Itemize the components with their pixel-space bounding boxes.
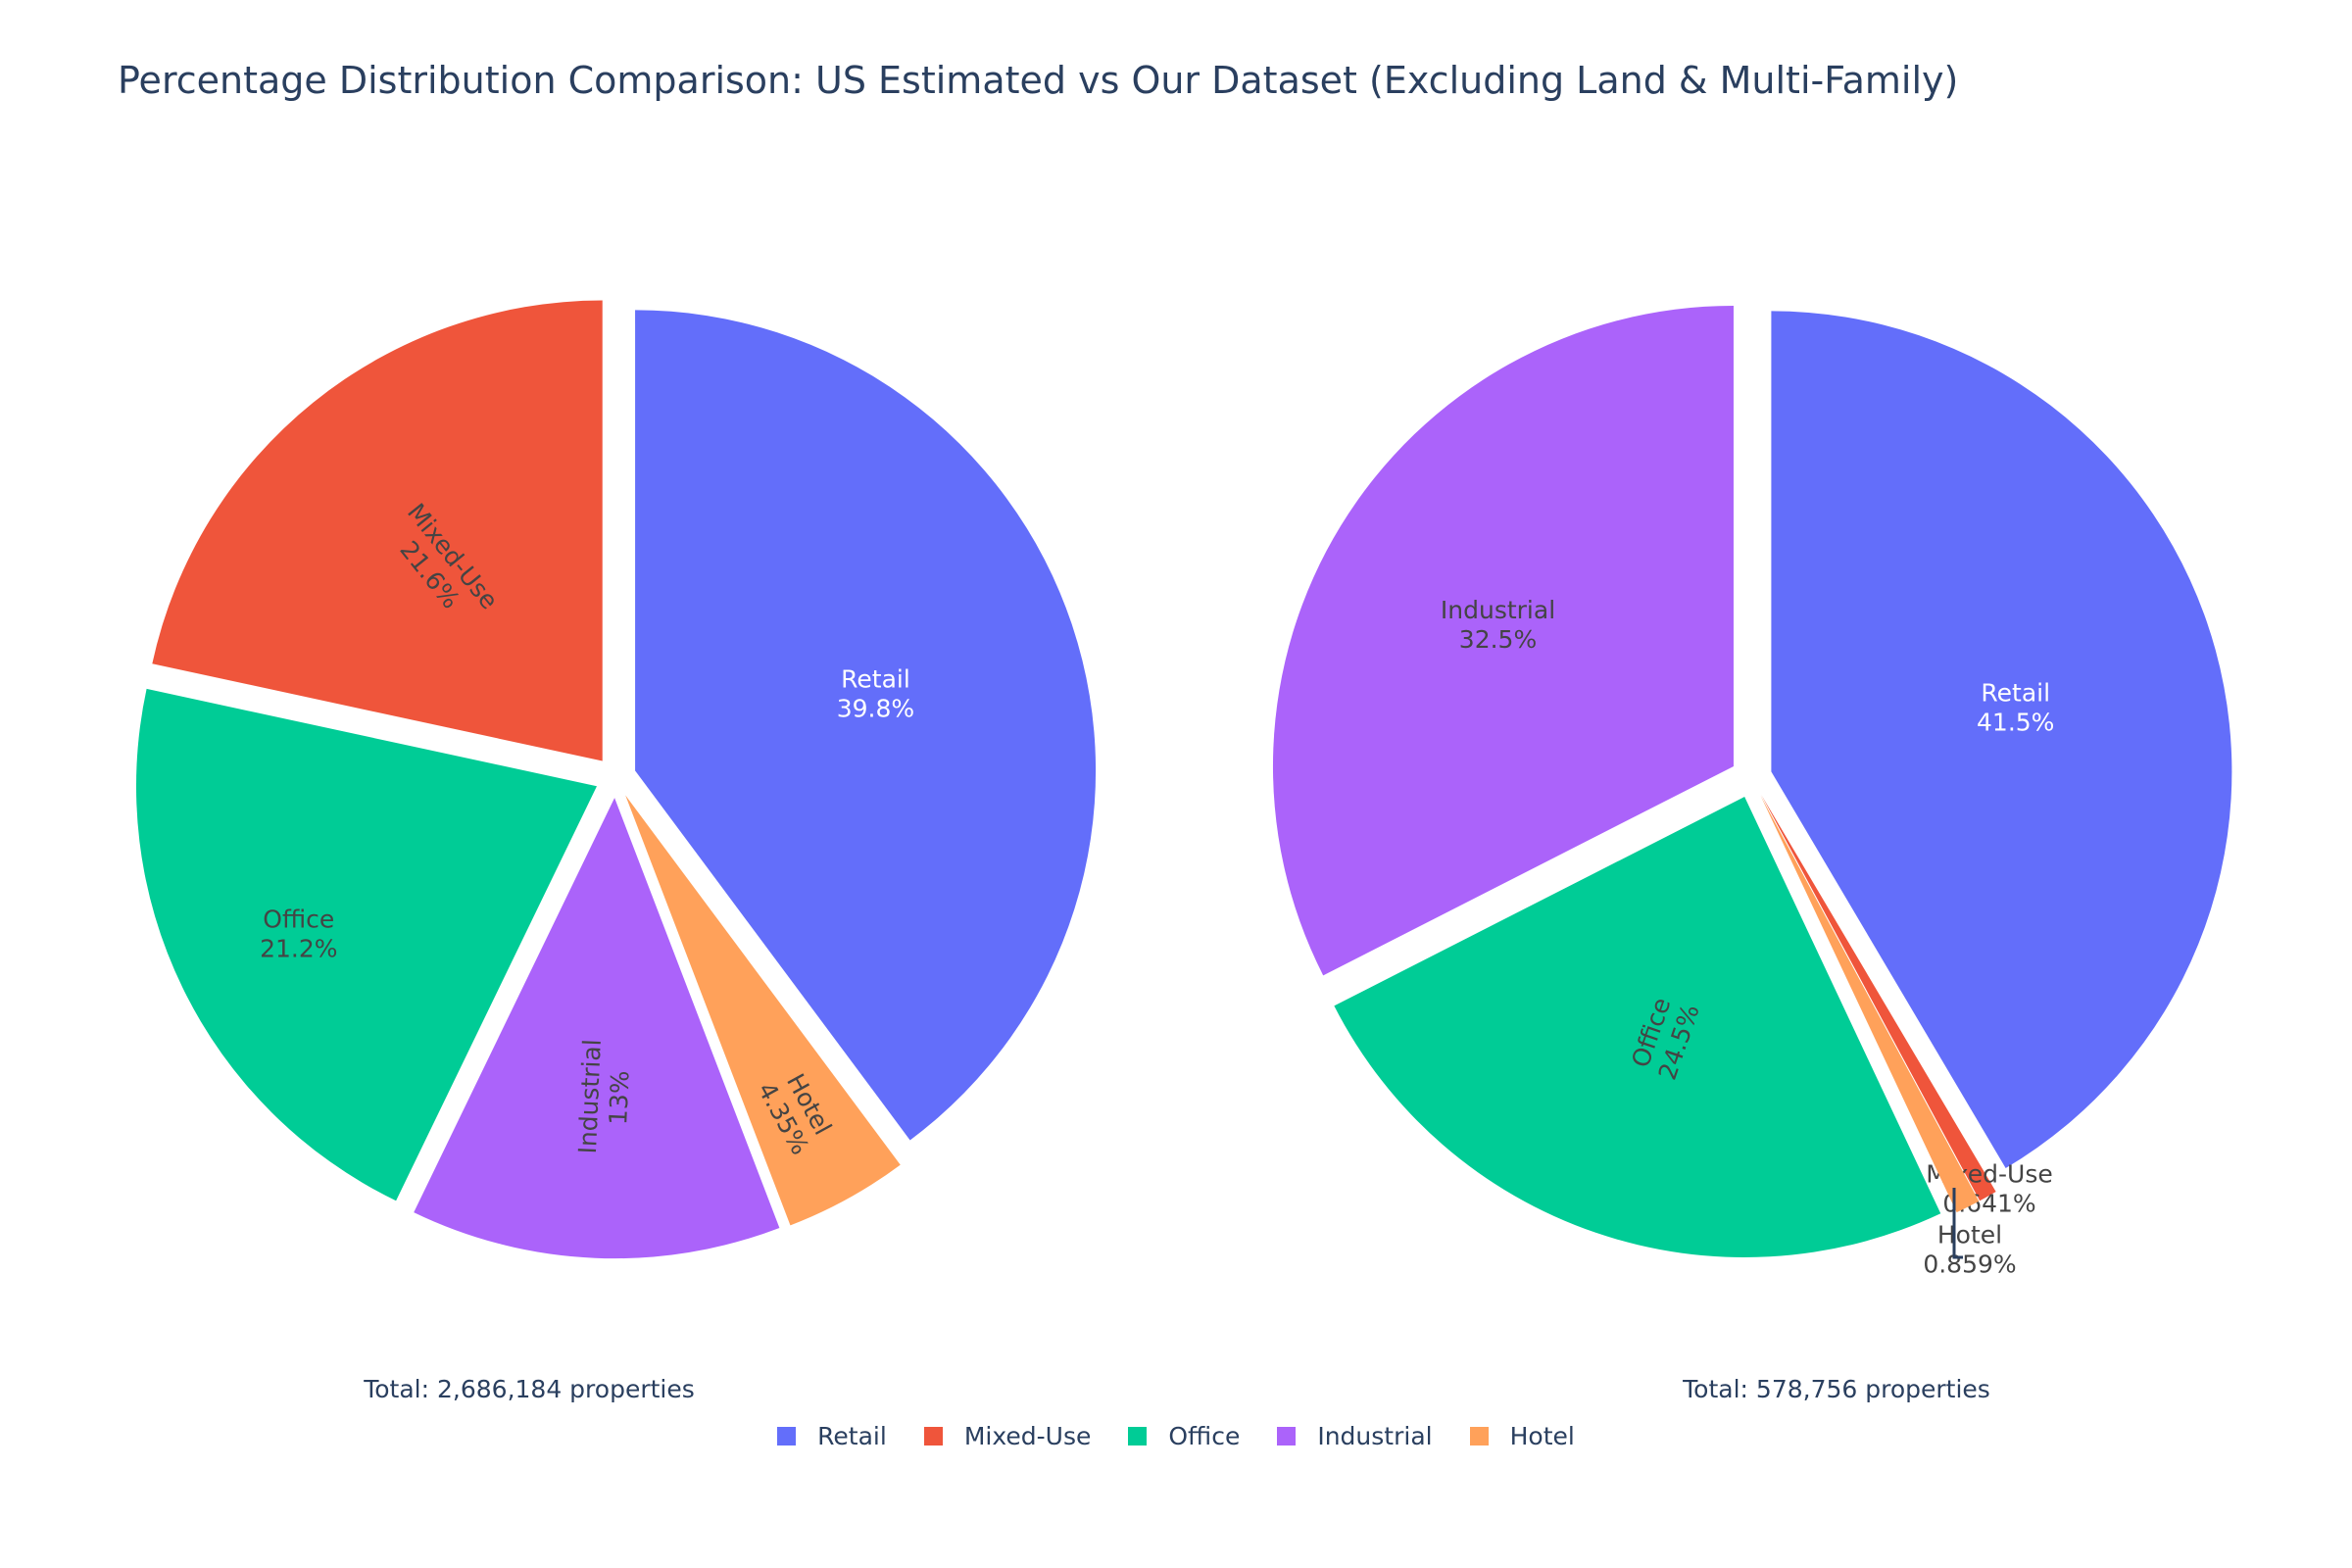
pie-slice-office[interactable] [135, 688, 597, 1201]
pie-slice-retail[interactable] [635, 310, 1097, 1141]
legend-item-hotel[interactable]: Hotel [1469, 1422, 1575, 1450]
legend-swatch [1277, 1427, 1297, 1446]
slice-label-name: Retail [1981, 678, 2050, 707]
slice-label-office: Office 21.2% [260, 906, 337, 963]
slice-label-name: Industrial [573, 1039, 607, 1154]
slice-label-percent: 13% [604, 1070, 634, 1126]
left-total-label: Total: 2,686,184 properties [364, 1375, 695, 1403]
pie-slice-hotel[interactable] [1760, 795, 1980, 1213]
slice-label-percent: 39.8% [837, 694, 914, 722]
slice-label-percent: 21.2% [260, 935, 337, 963]
legend-label: Retail [817, 1422, 887, 1450]
chart-title: Percentage Distribution Comparison: US E… [118, 59, 1959, 102]
slice-label-name: Retail [841, 664, 910, 693]
slice-label-name: Hotel [1937, 1220, 2002, 1249]
legend-label: Mixed-Use [963, 1422, 1092, 1450]
legend-item-mixed-use[interactable]: Mixed-Use [923, 1422, 1092, 1450]
pie-slice-office[interactable] [1334, 797, 1941, 1258]
slice-label-industrial: Industrial13% [573, 1039, 636, 1156]
slice-label-name: Office [263, 906, 334, 934]
pie-slice-retail[interactable] [1771, 311, 2232, 1168]
legend: Retail Mixed-Use Office Industrial Hotel [0, 1422, 2352, 1450]
legend-item-retail[interactable]: Retail [777, 1422, 887, 1450]
right-total-label: Total: 578,756 properties [1683, 1375, 1990, 1403]
slice-label-industrial: Industrial 32.5% [1441, 596, 1555, 654]
slice-label-percent: 0.859% [1923, 1250, 2016, 1278]
slice-label-name: Industrial [1441, 596, 1555, 624]
pie-slice-industrial[interactable] [414, 798, 780, 1259]
pie-slice-industrial[interactable] [1272, 305, 1734, 976]
legend-swatch [1469, 1427, 1489, 1446]
legend-swatch [777, 1427, 797, 1446]
slice-label-retail: Retail 39.8% [837, 664, 914, 722]
slice-label-percent: 41.5% [1977, 708, 2054, 736]
pie-chart-our-dataset: Retail 41.5%Mixed-Use 0.641%Hotel 0.859%Off… [1272, 305, 2232, 1278]
legend-label: Office [1168, 1422, 1241, 1450]
pie-slice-hotel[interactable] [625, 795, 901, 1226]
legend-label: Hotel [1509, 1422, 1575, 1450]
slice-label-percent: 32.5% [1459, 625, 1537, 654]
leader-line [1952, 1188, 1963, 1259]
slice-label-retail: Retail 41.5% [1977, 678, 2054, 736]
pie-slice-mixed-use[interactable] [152, 300, 603, 761]
legend-item-office[interactable]: Office [1128, 1422, 1240, 1450]
legend-swatch [1128, 1427, 1148, 1446]
legend-swatch [923, 1427, 943, 1446]
slice-label-hotel: Hotel 0.859% [1923, 1220, 2016, 1278]
pie-slice-mixed-use[interactable] [1761, 795, 1996, 1201]
legend-label: Industrial [1317, 1422, 1433, 1450]
legend-item-industrial[interactable]: Industrial [1277, 1422, 1433, 1450]
pie-chart-us-estimated: Retail 39.8%Hotel4.35%Industrial13%Office… [135, 300, 1097, 1259]
